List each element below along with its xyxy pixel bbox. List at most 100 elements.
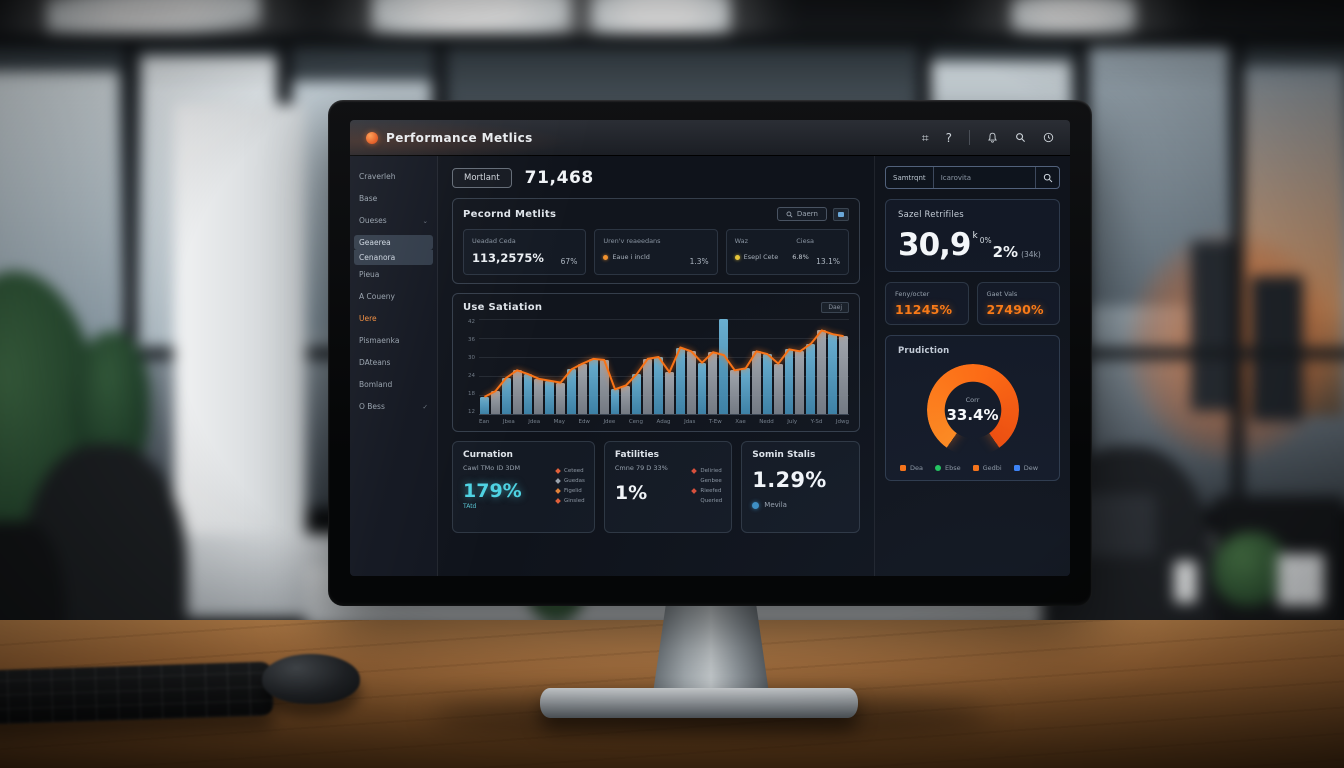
y-tick-label: 18 <box>468 391 475 397</box>
fatilities-card: Fatilities Cmne 79 D 33% 1% Deliried <box>603 441 733 533</box>
legend-item: Rieefed <box>691 488 722 494</box>
search-input[interactable]: Icarovita <box>940 173 972 182</box>
percent-metrics-section: Pecornd Metlits Daern <box>452 198 860 284</box>
image-icon <box>838 211 844 217</box>
legend-item: Gedbi <box>972 464 1002 472</box>
chart-plot-area <box>479 319 849 415</box>
prediction-card: Prudiction Corr 33.4% <box>885 335 1060 481</box>
search-submit-button[interactable] <box>1035 167 1059 188</box>
x-tick-label: Adag <box>656 419 671 425</box>
legend-item: Guedas <box>555 478 585 484</box>
bottom-cards: Curnation Cawl TMo ID 3DM 179% TAtd Cete… <box>452 441 860 533</box>
cup <box>1174 561 1197 603</box>
curation-card: Curnation Cawl TMo ID 3DM 179% TAtd Cete… <box>452 441 595 533</box>
y-tick-label: 12 <box>468 409 475 415</box>
percent-card: Uren'v reaeedans Eaue i incld 1.3% <box>594 229 718 275</box>
sidebar-item[interactable]: Pieua <box>359 270 380 279</box>
sidebar-item[interactable]: Pismaenka <box>359 336 400 345</box>
papers <box>1278 554 1324 606</box>
diamond-marker-icon <box>555 468 561 474</box>
x-tick-label: Jdwg <box>835 419 849 425</box>
stat-card: Gaet Vals 27490% <box>976 282 1060 325</box>
window-mullion <box>1231 38 1244 508</box>
chart-action-button[interactable]: Daej <box>821 302 849 313</box>
monitor-stand-neck <box>652 594 770 700</box>
legend-marker-icon <box>972 465 979 471</box>
legend-item: Genbee <box>692 478 722 484</box>
stat-card: Feny/octer 11245% <box>885 282 969 325</box>
legend-item: Ceteed <box>555 468 585 474</box>
sidebar-item[interactable]: Cenanora <box>354 250 433 265</box>
sidebar: Craverleh Base Oueses ⌄ <box>350 156 438 576</box>
dot-marker-icon <box>691 488 698 494</box>
panel-search-bar[interactable]: Samtrqnt Icarovita <box>885 166 1060 189</box>
gauge-center: Corr 33.4% <box>946 396 999 424</box>
x-tick-label: Nedd <box>759 419 774 425</box>
legend-item: Figelid <box>555 488 585 494</box>
chart-card: Use Satiation Daej 42 36 30 24 18 12 <box>452 293 860 432</box>
right-panel: Samtrqnt Icarovita Sazel Retrifiles 30,9 <box>874 156 1070 576</box>
bell-icon[interactable] <box>987 132 998 143</box>
sidebar-item[interactable]: Oueses ⌄ <box>359 216 428 225</box>
sidebar-item[interactable]: Base <box>359 194 378 203</box>
y-tick-label: 30 <box>468 355 475 361</box>
ceiling-light <box>1011 0 1136 36</box>
sidebar-item[interactable]: O Bess ✓ <box>359 402 428 411</box>
sidebar-item-suffix-icon: ✓ <box>422 402 428 411</box>
app-header: Performance Metlics ⌗ ? <box>350 120 1070 156</box>
x-tick-label: July <box>787 419 798 425</box>
chart-y-axis: 42 36 30 24 18 12 <box>463 319 479 415</box>
blue-dot-icon <box>752 501 760 509</box>
sidebar-item[interactable]: Bomland <box>359 380 393 389</box>
chart-trend-line <box>479 319 849 414</box>
seal-metrics-value: 30,9 k 0% 2% (34k) <box>898 227 1041 263</box>
kpi-value: 71,468 <box>524 168 594 188</box>
keyboard <box>0 661 274 725</box>
building-silhouette <box>1191 241 1233 411</box>
sidebar-item[interactable]: Geaerea <box>354 235 433 250</box>
x-tick-label: Jdee <box>603 419 616 425</box>
chart-title: Use Satiation <box>463 302 543 313</box>
dot-marker-icon <box>692 498 698 504</box>
sidebar-item[interactable]: Craverleh <box>359 172 396 181</box>
main-content: Mortlant 71,468 Pecornd Metlits <box>438 156 874 576</box>
x-tick-label: Xae <box>735 419 746 425</box>
search-icon[interactable] <box>1015 132 1026 143</box>
sidebar-item[interactable]: Uere <box>359 314 377 323</box>
image-button[interactable] <box>833 207 849 221</box>
prediction-legend: Dea Ebse Gedbi <box>898 464 1047 472</box>
dashboard-screen: Performance Metlics ⌗ ? <box>350 120 1070 576</box>
app-logo-icon <box>366 131 378 144</box>
status-card: Somin Stalis 1.29% Mevila <box>741 441 860 533</box>
stat-cards: Feny/octer 11245% Gaet Vals 27490% <box>885 282 1060 325</box>
sidebar-item[interactable]: A Coueny <box>359 292 395 301</box>
legend-item: Queried <box>692 498 722 504</box>
divider <box>969 130 970 145</box>
x-tick-label: Edw <box>578 419 590 425</box>
sidebar-item[interactable]: DAteans <box>359 358 391 367</box>
dot-marker-icon <box>691 468 698 474</box>
kpi-filter-button[interactable]: Mortlant <box>452 168 512 188</box>
grid-icon[interactable]: ⌗ <box>921 130 929 145</box>
section-search-button[interactable]: Daern <box>776 207 827 221</box>
legend-marker-icon <box>900 465 906 471</box>
yellow-dot-icon <box>734 254 740 260</box>
monitor: Performance Metlics ⌗ ? <box>328 100 1092 606</box>
sidebar-item-suffix-icon: ⌄ <box>422 216 428 225</box>
x-tick-label: May <box>553 419 565 425</box>
legend-item: Ginsled <box>555 498 585 504</box>
curation-legend: Ceteed Guedas <box>555 468 585 508</box>
mouse <box>262 654 360 704</box>
status-value: 1.29% <box>752 468 827 492</box>
percent-metrics-title: Pecornd Metlits <box>463 208 557 220</box>
clock-icon[interactable] <box>1043 132 1054 143</box>
search-scope[interactable]: Samtrqnt <box>886 167 934 188</box>
y-tick-label: 42 <box>468 319 475 325</box>
diamond-marker-icon <box>555 478 561 484</box>
header-actions: ⌗ ? <box>922 130 1054 145</box>
percent-card: Ueadad Ceda 113,2575% 67% <box>463 229 587 275</box>
chart-x-axis: Ean Jbea Jdea May Edw Jdee Ceng Adag Jdas T-Ew Xae… <box>479 419 849 425</box>
fatilities-legend: Deliried Genbee <box>691 468 722 508</box>
help-icon[interactable]: ? <box>945 130 952 145</box>
